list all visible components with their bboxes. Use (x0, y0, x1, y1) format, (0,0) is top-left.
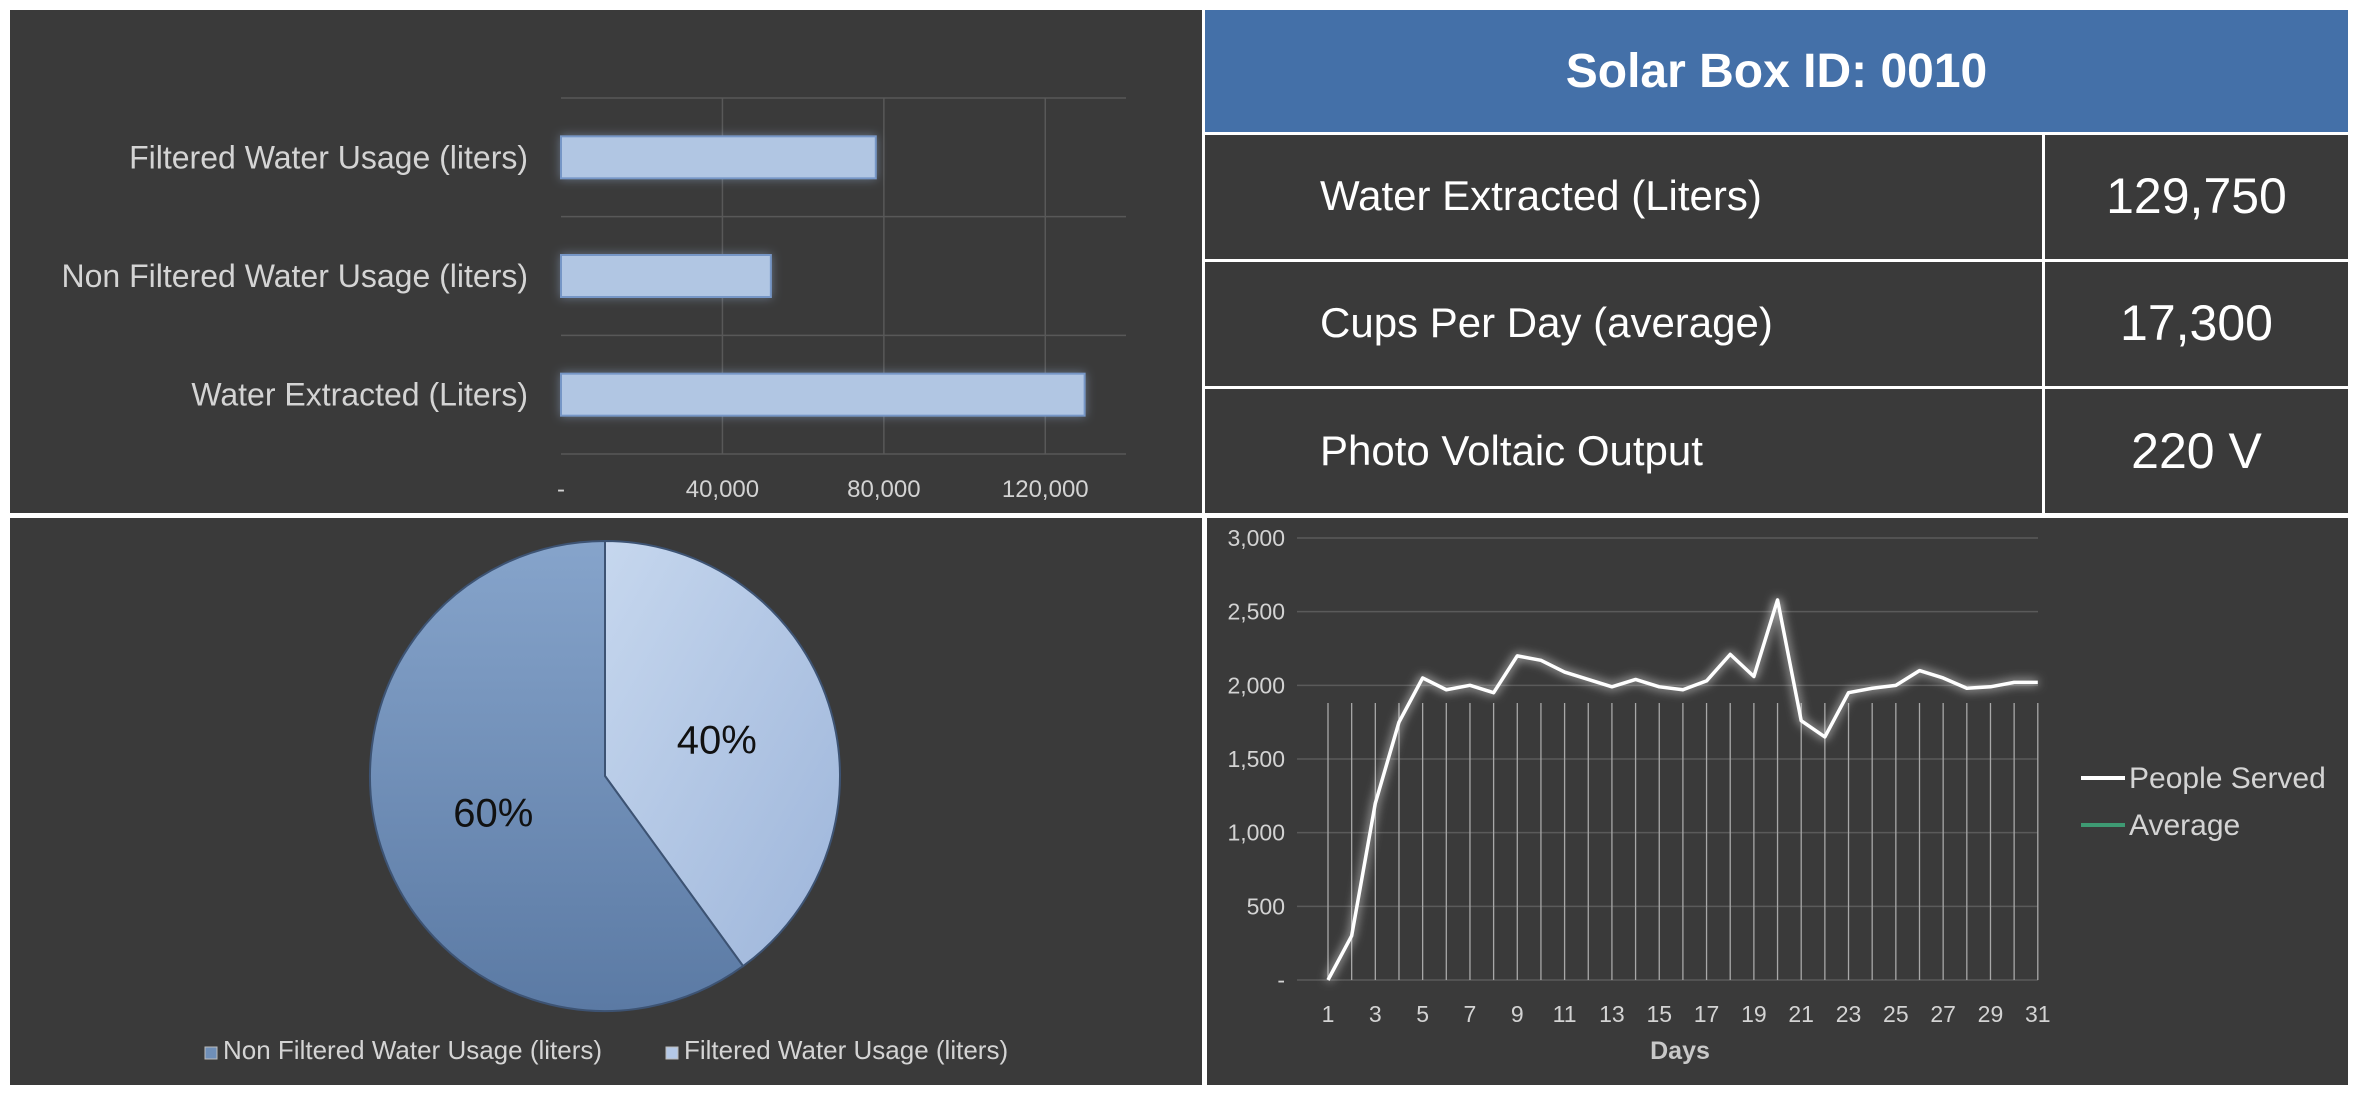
pie-legend-swatch (665, 1046, 679, 1060)
info-row-value: 129,750 (2106, 167, 2287, 224)
bar (560, 372, 1086, 417)
bar (560, 135, 877, 180)
info-row-photo-voltaic: Photo Voltaic Output 220 V (1205, 386, 2348, 513)
line-y-tick-label: 500 (1247, 893, 1285, 919)
line-x-tick-label: 17 (1694, 1001, 1720, 1027)
line-x-tick-label: 27 (1930, 1001, 1956, 1027)
line-y-tick-label: 1,500 (1227, 746, 1285, 772)
pie-legend-label: Filtered Water Usage (liters) (684, 1035, 1008, 1065)
pie-legend-label: Non Filtered Water Usage (liters) (223, 1035, 602, 1065)
line-x-tick-label: 1 (1322, 1001, 1335, 1027)
line-y-tick-label: 3,000 (1227, 525, 1285, 551)
bar-x-tick-label: 40,000 (686, 476, 759, 503)
line-x-tick-label: 15 (1646, 1001, 1672, 1027)
line-y-tick-label: - (1277, 967, 1285, 993)
water-usage-bar-chart: Filtered Water Usage (liters) Non Filtere… (62, 97, 1126, 503)
line-x-tick-label: 3 (1369, 1001, 1382, 1027)
bar-category-label: Non Filtered Water Usage (liters) (62, 258, 529, 294)
line-x-tick-label: 25 (1883, 1001, 1909, 1027)
line-x-tick-label: 29 (1978, 1001, 2004, 1027)
line-x-tick-label: 5 (1416, 1001, 1429, 1027)
info-row-label: Water Extracted (Liters) (1320, 171, 1762, 219)
line-y-tick-label: 1,000 (1227, 820, 1285, 846)
bar-x-tick-label: 120,000 (1002, 476, 1089, 503)
pie-data-label: 40% (677, 719, 757, 763)
pie-legend-swatch (204, 1046, 218, 1060)
info-row-water-extracted: Water Extracted (Liters) 129,750 (1205, 132, 2348, 256)
line-y-tick-label: 2,500 (1227, 599, 1285, 625)
line-x-axis-title: Days (1650, 1037, 1710, 1065)
pie-slice (369, 539, 745, 1012)
line-x-tick-label: 9 (1511, 1001, 1524, 1027)
water-usage-pie-chart-panel: 40% 60% Non Filtered Water Usage (liters) F… (10, 518, 1202, 1085)
bar-category-label: Filtered Water Usage (liters) (129, 139, 528, 175)
line-y-tick-label: 2,000 (1227, 672, 1285, 698)
line-x-tick-label: 21 (1788, 1001, 1814, 1027)
info-row-cups-per-day: Cups Per Day (average) 17,300 (1205, 259, 2348, 383)
line-x-tick-label: 11 (1553, 1001, 1577, 1027)
line-x-tick-label: 19 (1741, 1001, 1767, 1027)
info-table-divider (2042, 132, 2045, 513)
pie-slice (604, 539, 841, 968)
line-x-tick-label: 31 (2025, 1001, 2051, 1027)
info-row-value: 17,300 (2120, 294, 2273, 351)
solar-box-info-table: Solar Box ID: 0010 Water Extracted (Lite… (1205, 10, 2348, 513)
people-served-line-chart-panel: -500 1,000 1,500 2,000 2,500 3,000 1 3 5 7 9 11 13 15… (1207, 518, 2348, 1085)
solar-box-title: Solar Box ID: 0010 (1205, 10, 2348, 132)
pie-data-label: 60% (453, 791, 533, 835)
line-x-tick-label: 13 (1599, 1001, 1625, 1027)
info-row-label: Photo Voltaic Output (1320, 427, 1703, 474)
line-legend-label: Average (2129, 809, 2240, 842)
bar-category-label: Water Extracted (Liters) (191, 377, 528, 413)
info-row-value: 220 V (2131, 423, 2262, 479)
bar-x-tick-label: - (557, 476, 565, 503)
line-x-tick-label: 7 (1464, 1001, 1477, 1027)
line-legend-label: People Served (2129, 762, 2326, 795)
people-served-series-line (1326, 598, 2038, 981)
line-x-tick-label: 23 (1836, 1001, 1862, 1027)
water-usage-pie-chart: 40% 60% Non Filtered Water Usage (liters) F… (204, 539, 1008, 1065)
water-usage-bar-chart-panel: Filtered Water Usage (liters) Non Filtere… (10, 10, 1202, 513)
bar (560, 254, 772, 298)
info-row-label: Cups Per Day (average) (1320, 298, 1773, 346)
bar-x-tick-label: 80,000 (847, 476, 920, 503)
